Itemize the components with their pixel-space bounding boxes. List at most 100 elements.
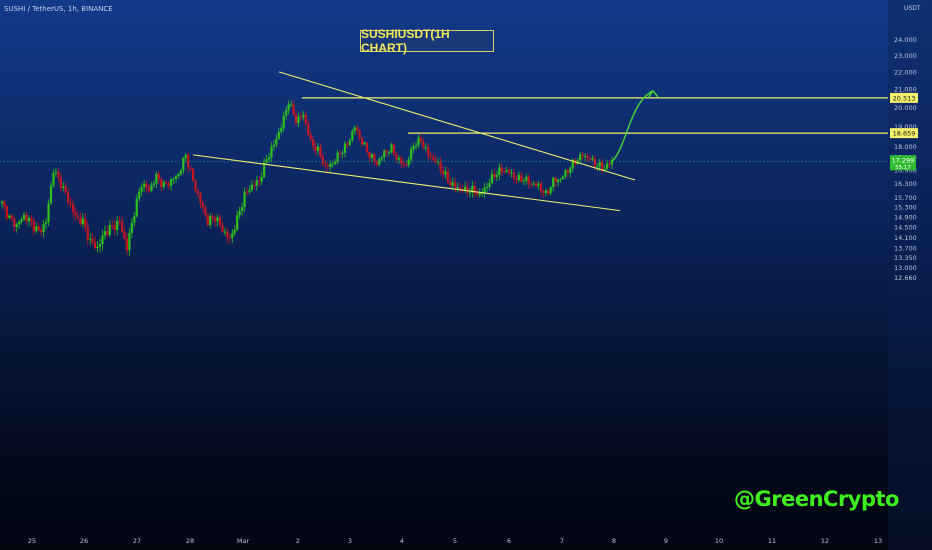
x-tick-label: Mar — [237, 537, 250, 545]
candle-body — [581, 154, 584, 157]
symbol-info: SUSHI / TetherUS, 1h, BINANCE — [4, 5, 113, 13]
candle-body — [294, 114, 298, 124]
candle-body — [586, 155, 589, 159]
candle-body — [387, 152, 391, 154]
candle-body — [500, 167, 503, 172]
x-tick-label: 6 — [507, 537, 511, 545]
candle-body — [13, 218, 16, 228]
candle-body — [5, 206, 8, 218]
candle-body — [240, 206, 244, 212]
y-tick-label: 13.000 — [894, 264, 917, 272]
y-tick-label: 19.000 — [894, 123, 917, 131]
candle-body — [155, 173, 158, 184]
candle-body — [302, 114, 305, 118]
candle-body — [454, 182, 457, 188]
candle-body — [253, 184, 256, 186]
y-tick-label: 14.100 — [894, 234, 917, 242]
candle-body — [309, 134, 312, 140]
y-tick-label: 22.000 — [894, 68, 917, 76]
candle-body — [314, 146, 317, 151]
candle-body — [54, 171, 57, 174]
y-tick-label: 18.000 — [894, 143, 917, 151]
candle-body — [8, 215, 11, 218]
candle-body — [468, 192, 472, 194]
candle-body — [260, 176, 263, 182]
candle-body — [44, 222, 48, 224]
candle-body — [503, 171, 506, 173]
candle-body — [91, 238, 94, 243]
candle-body — [542, 191, 545, 194]
candle-body — [552, 177, 555, 188]
currency-label: USDT — [904, 6, 921, 12]
candle-body — [265, 159, 268, 163]
candle-body — [422, 141, 425, 148]
candle-body — [22, 214, 26, 220]
candle-body — [133, 216, 136, 223]
candle-body — [532, 183, 535, 185]
candle-body — [223, 231, 227, 233]
candle-body — [329, 164, 332, 167]
candle-body — [534, 183, 538, 186]
candle-body — [537, 183, 540, 186]
y-tick-label: 13.700 — [894, 245, 917, 253]
candle-body — [348, 140, 351, 146]
candle-body — [368, 151, 371, 158]
candle-body — [596, 166, 599, 168]
y-tick-label: 20.000 — [894, 104, 917, 112]
candle-body — [108, 225, 111, 235]
candle-body — [312, 139, 315, 147]
candle-body — [583, 155, 587, 157]
candle-body — [280, 127, 283, 132]
candle-body — [194, 180, 197, 191]
candle-body — [304, 114, 307, 124]
watermark-handle: @GreenCrypto — [734, 487, 899, 511]
candle-body — [346, 143, 349, 146]
candle-body — [593, 158, 596, 167]
candle-body — [165, 182, 168, 184]
candle-body — [138, 191, 141, 199]
candle-body — [258, 180, 261, 182]
candle-body — [525, 176, 528, 181]
candle-body — [157, 173, 160, 180]
candle-body — [390, 144, 393, 153]
candle-body — [307, 123, 310, 135]
y-tick-label: 16.900 — [894, 166, 917, 174]
candle-body — [255, 180, 258, 186]
current-price-label: 17.299 — [892, 156, 915, 164]
resistance-price-label: 18.659 — [893, 130, 916, 138]
candle-body — [439, 161, 442, 171]
candle-body — [189, 167, 192, 169]
candle-body — [508, 170, 511, 174]
candle-body — [383, 150, 386, 158]
candle-body — [93, 242, 97, 248]
breakout-projection-arrow — [611, 90, 654, 162]
candle-body — [214, 218, 217, 222]
candle-body — [539, 183, 543, 192]
candle-body — [172, 179, 175, 181]
candle-body — [211, 216, 214, 219]
candle-body — [385, 150, 388, 153]
candle-body — [67, 192, 70, 203]
candle-body — [429, 155, 432, 158]
candle-body — [130, 222, 133, 234]
candle-body — [35, 226, 38, 232]
candle-body — [120, 221, 124, 232]
candle-body — [490, 174, 494, 184]
candle-body — [559, 178, 562, 180]
candle-body — [324, 164, 327, 166]
candle-body — [275, 138, 278, 145]
candle-body — [299, 116, 302, 118]
y-tick-label: 13.350 — [894, 254, 917, 262]
candle-body — [402, 163, 405, 165]
y-tick-label: 15.300 — [894, 203, 917, 211]
candle-body — [199, 193, 202, 203]
candle-body — [375, 161, 378, 165]
candle-body — [27, 218, 31, 222]
candle-body — [441, 170, 445, 175]
x-tick-label: 8 — [612, 537, 616, 545]
candle-body — [353, 127, 356, 131]
candle-body — [179, 170, 182, 175]
x-tick-label: 9 — [664, 537, 668, 545]
candle-body — [373, 154, 376, 162]
candle-body — [358, 130, 361, 138]
